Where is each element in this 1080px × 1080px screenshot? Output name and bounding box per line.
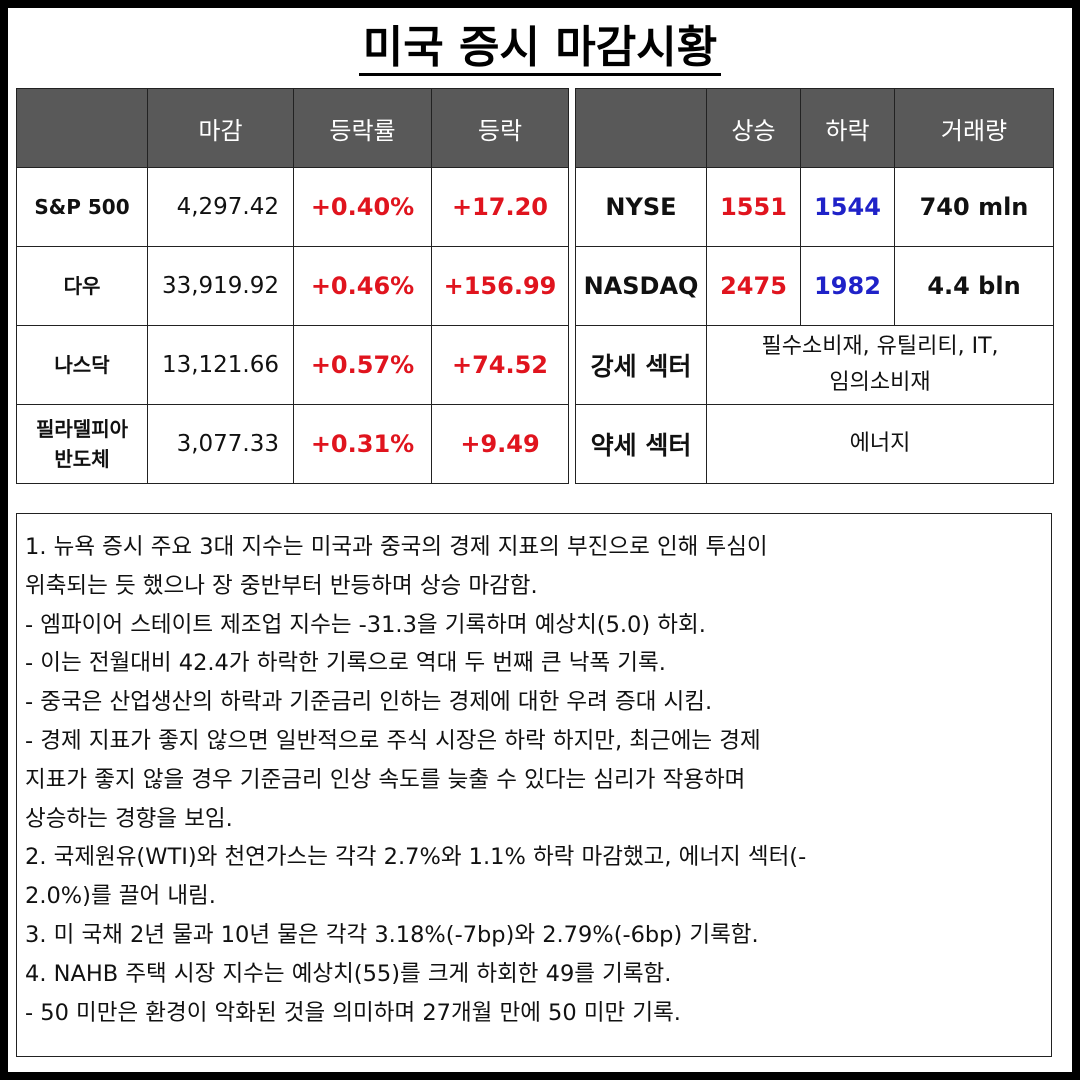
note-line: 지표가 좋지 않을 경우 기준금리 인상 속도를 늦출 수 있다는 심리가 작용…	[25, 766, 746, 793]
decliners: 1544	[800, 167, 895, 247]
advancers: 2475	[706, 246, 801, 326]
index-name: S&P 500	[16, 167, 148, 247]
index-table-header: 마감 등락률 등락	[16, 88, 569, 168]
index-name: 다우	[16, 246, 148, 326]
note-line: - 엠파이어 스테이트 제조업 지수는 -31.3을 기록하며 예상치(5.0)…	[25, 611, 706, 638]
note-line: 2.0%)를 끌어 내림.	[25, 883, 216, 910]
header-chg: 등락	[431, 88, 569, 168]
header-down: 하락	[800, 88, 895, 168]
weak-sector-value: 에너지	[706, 404, 1054, 484]
header-cell	[575, 88, 707, 168]
header-up: 상승	[706, 88, 801, 168]
index-name-line2: 반도체	[54, 447, 110, 471]
index-chg: +156.99	[431, 246, 569, 326]
index-close: 4,297.42	[147, 167, 294, 247]
weak-sector-label: 약세 섹터	[575, 404, 707, 484]
strong-sector-label: 강세 섹터	[575, 325, 707, 405]
strong-sector-line2: 임의소비재	[829, 370, 931, 395]
note-line: - 경제 지표가 좋지 않으면 일반적으로 주식 시장은 하락 하지만, 최근에…	[25, 727, 761, 754]
header-close: 마감	[147, 88, 294, 168]
market-notes: 1. 뉴욕 증시 주요 3대 지수는 미국과 중국의 경제 지표의 부진으로 인…	[16, 513, 1052, 1057]
note-line: 1. 뉴욕 증시 주요 3대 지수는 미국과 중국의 경제 지표의 부진으로 인…	[25, 534, 768, 560]
index-close: 13,121.66	[147, 325, 294, 405]
index-close: 3,077.33	[147, 404, 294, 484]
index-chg: +9.49	[431, 404, 569, 484]
page-title: 미국 증시 마감시황	[8, 18, 1072, 78]
index-name: 나스닥	[16, 325, 148, 405]
header-volume: 거래량	[894, 88, 1054, 168]
market-table: 상승 하락 거래량 NYSE 1551 1544 740 mln NASDAQ …	[575, 88, 1054, 484]
table-row: NASDAQ 2475 1982 4.4 bln	[575, 246, 1054, 326]
note-line: - 이는 전월대비 42.4가 하락한 기록으로 역대 두 번째 큰 낙폭 기록…	[25, 650, 666, 677]
note-line: 4. NAHB 주택 시장 지수는 예상치(55)를 크게 하회한 49를 기록…	[25, 960, 672, 987]
table-row: 필라델피아 반도체 3,077.33 +0.31% +9.49	[16, 404, 569, 484]
exchange-name: NASDAQ	[575, 246, 707, 326]
index-close: 33,919.92	[147, 246, 294, 326]
decliners: 1982	[800, 246, 895, 326]
note-line: - 50 미만은 환경이 악화된 것을 의미하며 27개월 만에 50 미만 기…	[25, 999, 681, 1026]
index-chg: +17.20	[431, 167, 569, 247]
weak-sector-row: 약세 섹터 에너지	[575, 404, 1054, 484]
strong-sector-line1: 필수소비재, 유틸리티, IT,	[761, 334, 999, 359]
index-table: 마감 등락률 등락 S&P 500 4,297.42 +0.40% +17.20…	[16, 88, 569, 484]
index-pct: +0.40%	[293, 167, 432, 247]
table-row: NYSE 1551 1544 740 mln	[575, 167, 1054, 247]
note-line: 상승하는 경향을 보임.	[25, 805, 233, 832]
index-pct: +0.46%	[293, 246, 432, 326]
header-pct: 등락률	[293, 88, 432, 168]
volume: 4.4 bln	[894, 246, 1054, 326]
index-chg: +74.52	[431, 325, 569, 405]
advancers: 1551	[706, 167, 801, 247]
index-name-line1: 필라델피아	[36, 417, 128, 441]
strong-sector-row: 강세 섹터 필수소비재, 유틸리티, IT, 임의소비재	[575, 325, 1054, 405]
table-row: 나스닥 13,121.66 +0.57% +74.52	[16, 325, 569, 405]
market-table-header: 상승 하락 거래량	[575, 88, 1054, 168]
exchange-name: NYSE	[575, 167, 707, 247]
strong-sector-value: 필수소비재, 유틸리티, IT, 임의소비재	[706, 325, 1054, 405]
note-line: - 중국은 산업생산의 하락과 기준금리 인하는 경제에 대한 우려 증대 시킴…	[25, 689, 713, 716]
volume: 740 mln	[894, 167, 1054, 247]
note-line: 2. 국제원유(WTI)와 천연가스는 각각 2.7%와 1.1% 하락 마감했…	[25, 844, 807, 871]
note-line: 위축되는 듯 했으나 장 중반부터 반등하며 상승 마감함.	[25, 572, 538, 599]
table-row: 다우 33,919.92 +0.46% +156.99	[16, 246, 569, 326]
header-cell	[16, 88, 148, 168]
table-row: S&P 500 4,297.42 +0.40% +17.20	[16, 167, 569, 247]
index-pct: +0.57%	[293, 325, 432, 405]
note-line: 3. 미 국채 2년 물과 10년 물은 각각 3.18%(-7bp)와 2.7…	[25, 921, 759, 948]
index-pct: +0.31%	[293, 404, 432, 484]
index-name: 필라델피아 반도체	[16, 404, 148, 484]
